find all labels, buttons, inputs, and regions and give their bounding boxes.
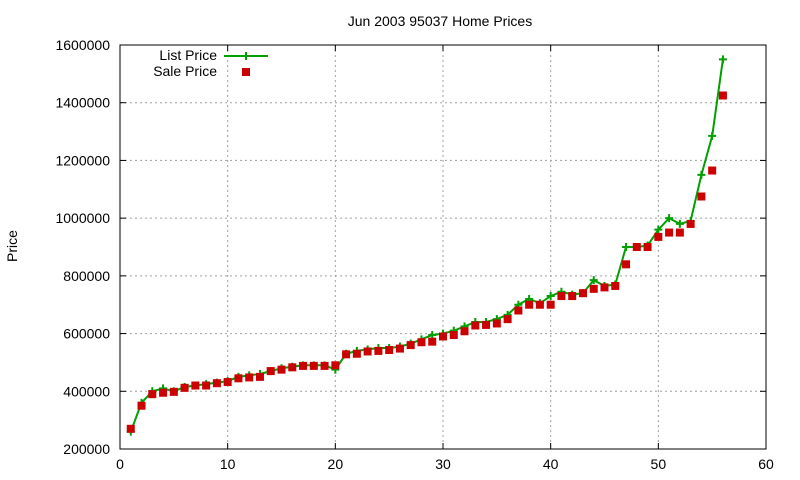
sale-price-point bbox=[277, 365, 286, 374]
y-tick-label: 400000 bbox=[63, 383, 110, 399]
list-price-point bbox=[589, 276, 598, 285]
sale-price-point bbox=[718, 91, 727, 100]
x-tick-label: 50 bbox=[651, 456, 667, 472]
sale-price-point bbox=[665, 228, 674, 237]
sale-price-point bbox=[223, 378, 232, 387]
sale-price-point bbox=[525, 300, 534, 309]
sale-price-point bbox=[191, 381, 200, 390]
sale-price-point bbox=[385, 346, 394, 355]
sale-price-point bbox=[255, 372, 264, 381]
list-price-point bbox=[718, 55, 727, 64]
sale-price-point bbox=[439, 332, 447, 341]
sale-price-point bbox=[234, 374, 243, 383]
x-tick-label: 20 bbox=[328, 456, 344, 472]
y-tick-label: 1600000 bbox=[55, 37, 110, 53]
sale-price-point bbox=[363, 347, 372, 356]
sale-price-point bbox=[686, 219, 695, 228]
list-price-point bbox=[654, 225, 663, 234]
sale-price-point bbox=[482, 320, 491, 329]
sale-price-point bbox=[169, 387, 178, 396]
x-tick-label: 30 bbox=[435, 456, 451, 472]
sale-price-point bbox=[428, 337, 437, 346]
sale-price-point bbox=[406, 341, 415, 350]
axes: 0 10 20 30 40 50 60 200000 400000 600000 800000 100… bbox=[55, 37, 774, 472]
sale-price-point bbox=[568, 292, 577, 301]
sale-price-point bbox=[202, 381, 211, 390]
legend-marker-sale-price bbox=[242, 68, 250, 76]
sale-price-point bbox=[320, 361, 329, 370]
sale-price-point bbox=[159, 388, 168, 397]
y-tick-label: 1400000 bbox=[55, 95, 110, 111]
sale-price-point bbox=[395, 344, 404, 353]
legend-label-list-price: List Price bbox=[159, 47, 217, 63]
series-plot bbox=[126, 55, 727, 436]
sale-price-point bbox=[514, 306, 523, 315]
y-tick-label: 600000 bbox=[63, 326, 110, 342]
sale-price-point bbox=[449, 331, 458, 340]
sale-price-point bbox=[578, 289, 587, 298]
sale-price-point bbox=[622, 260, 631, 269]
sale-price-point bbox=[212, 379, 221, 388]
sale-price-point bbox=[611, 281, 620, 290]
y-tick-label: 800000 bbox=[63, 268, 110, 284]
sale-price-point bbox=[288, 363, 297, 372]
sale-price-point bbox=[697, 192, 706, 201]
chart-title: Jun 2003 95037 Home Prices bbox=[348, 13, 532, 29]
sale-price-point bbox=[492, 319, 501, 328]
sale-price-point bbox=[535, 300, 544, 309]
sale-price-point bbox=[460, 327, 469, 336]
y-tick-label: 200000 bbox=[63, 441, 110, 457]
sale-price-point bbox=[654, 232, 663, 241]
list-price-point bbox=[675, 219, 684, 228]
sale-price-point bbox=[299, 361, 308, 370]
x-tick-label: 0 bbox=[116, 456, 124, 472]
list-price-point bbox=[708, 131, 717, 140]
legend-label-sale-price: Sale Price bbox=[153, 63, 217, 79]
sale-price-point bbox=[148, 390, 157, 399]
sale-price-point bbox=[417, 338, 426, 347]
sale-price-point bbox=[675, 228, 684, 237]
sale-price-point bbox=[126, 424, 135, 433]
sale-price-point bbox=[374, 346, 383, 355]
x-tick-label: 40 bbox=[543, 456, 559, 472]
x-tick-label: 10 bbox=[220, 456, 236, 472]
list-price-point bbox=[622, 243, 631, 251]
sale-price-point bbox=[309, 361, 318, 370]
sale-price-point bbox=[600, 283, 609, 292]
list-price-point bbox=[546, 292, 555, 301]
x-tick-label: 60 bbox=[758, 456, 774, 472]
list-price-point bbox=[665, 214, 674, 223]
sale-price-point bbox=[342, 350, 351, 359]
list-price-point bbox=[697, 170, 706, 179]
sale-price-point bbox=[266, 367, 275, 376]
sale-price-point bbox=[643, 243, 652, 251]
sale-price-point bbox=[632, 243, 641, 251]
grid-lines bbox=[120, 45, 766, 449]
sale-price-point bbox=[137, 401, 146, 410]
sale-price-point bbox=[245, 373, 254, 382]
sale-price-point bbox=[503, 315, 512, 324]
sale-price-point bbox=[557, 292, 566, 301]
y-tick-label: 1000000 bbox=[55, 210, 110, 226]
y-axis-label: Price bbox=[4, 230, 20, 262]
legend-marker-list-price bbox=[242, 52, 250, 60]
y-tick-label: 1200000 bbox=[55, 152, 110, 168]
sale-price-point bbox=[180, 383, 189, 392]
sale-price-point bbox=[589, 284, 598, 293]
sale-price-point bbox=[708, 166, 717, 175]
sale-price-point bbox=[331, 361, 340, 370]
sale-price-point bbox=[471, 321, 480, 330]
sale-price-point bbox=[352, 349, 361, 358]
sale-price-point bbox=[546, 300, 555, 309]
